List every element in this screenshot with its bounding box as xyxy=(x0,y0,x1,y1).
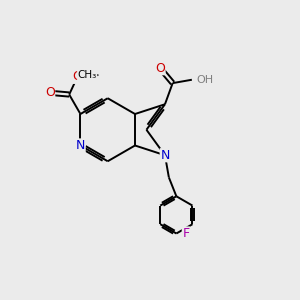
Text: F: F xyxy=(182,227,190,240)
Text: CH₃: CH₃ xyxy=(78,70,97,80)
Text: OH: OH xyxy=(196,75,214,85)
Text: N: N xyxy=(76,139,85,152)
Text: O: O xyxy=(73,70,82,83)
Text: O: O xyxy=(155,62,165,75)
Text: O: O xyxy=(45,86,55,99)
Text: N: N xyxy=(160,149,170,162)
